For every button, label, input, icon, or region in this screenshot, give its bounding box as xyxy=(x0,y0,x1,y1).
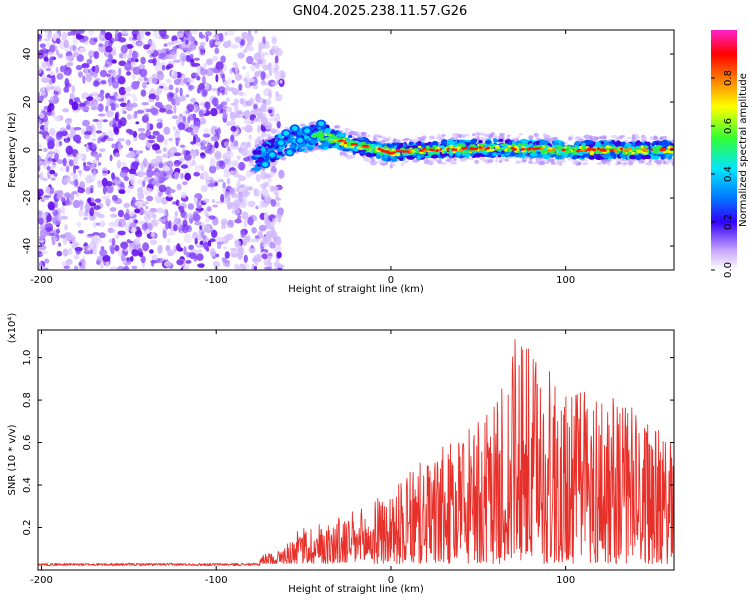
snr-y-label: SNR (10 * v/v) xyxy=(7,424,18,495)
snr-x-tick-label: -100 xyxy=(205,575,228,586)
spectrogram-y-tick-label: 40 xyxy=(22,48,33,61)
spectrogram-x-tick-label: 100 xyxy=(556,275,575,286)
spectrogram-y-tick-label: 20 xyxy=(22,96,33,109)
snr-x-tick-label: 0 xyxy=(388,575,394,586)
spectrogram-x-tick-label: 0 xyxy=(388,275,394,286)
snr-scale-label: (x10⁴) xyxy=(7,313,18,344)
colorbar-tick-label: 0.6 xyxy=(723,118,734,134)
colorbar-tick-label: 0.4 xyxy=(723,166,734,182)
snr-y-tick-label: 1.0 xyxy=(22,350,33,366)
snr-x-tick-label: -200 xyxy=(30,575,53,586)
spectrogram-x-tick-label: -100 xyxy=(205,275,228,286)
spectrogram-y-tick-label: -40 xyxy=(22,238,33,254)
snr-y-tick-label: 0.6 xyxy=(22,435,33,451)
snr-frame xyxy=(37,329,675,571)
colorbar-gradient xyxy=(711,30,737,270)
spectrogram-y-tick-label: 0 xyxy=(22,147,33,153)
spectrogram-noise-speckle xyxy=(38,30,286,270)
colorbar-tick-label: 0.0 xyxy=(723,262,734,278)
figure-title: GN04.2025.238.11.57.G26 xyxy=(293,4,468,19)
snr-y-tick-label: 0.2 xyxy=(22,520,33,536)
snr-panel: -200 -100 0 100 0.2 0.4 0.6 0.8 1.0 Height of st… xyxy=(7,313,675,595)
snr-x-label: Height of straight line (km) xyxy=(288,584,424,595)
snr-y-tick-label: 0.4 xyxy=(22,477,33,493)
spectrogram-signal-peaks xyxy=(338,139,674,155)
colorbar: 0.0 0.2 0.4 0.6 0.8 Normalized spectral ampl… xyxy=(711,30,749,278)
spectrogram-x-label: Height of straight line (km) xyxy=(288,284,424,295)
spectrogram-x-tick-label: -200 xyxy=(30,275,53,286)
snr-x-tick-label: 100 xyxy=(556,575,575,586)
spectrogram-y-tick-label: -20 xyxy=(22,190,33,206)
colorbar-label: Normalized spectral amplitude xyxy=(738,73,749,227)
colorbar-tick-label: 0.8 xyxy=(723,70,734,86)
colorbar-tick-label: 0.2 xyxy=(723,214,734,230)
spectrogram-y-label: Frequency (Hz) xyxy=(7,112,18,188)
snr-series-line xyxy=(38,339,674,567)
spectrogram-bright-blobs xyxy=(260,119,327,169)
snr-y-tick-label: 0.8 xyxy=(22,392,33,408)
